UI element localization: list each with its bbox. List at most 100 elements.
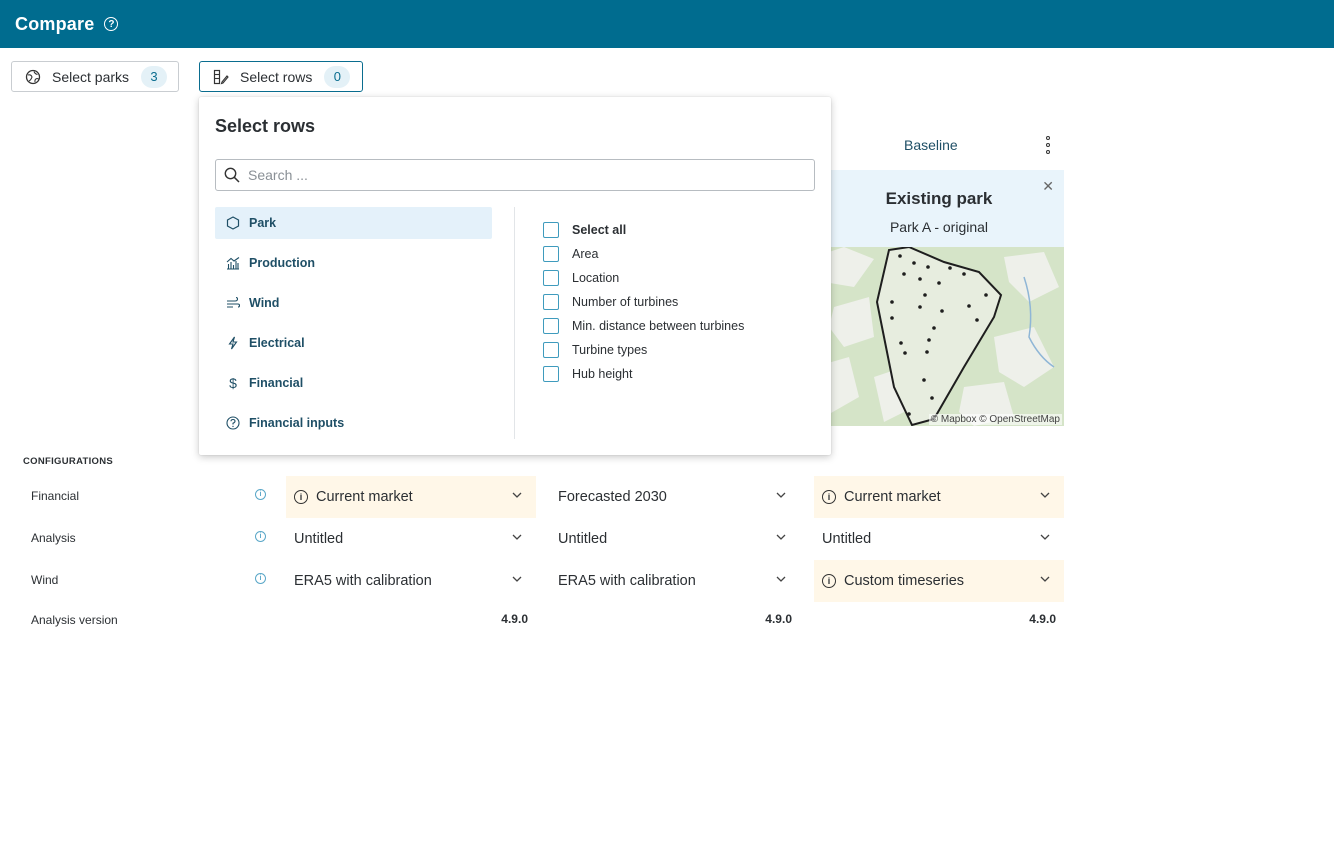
wind-icon: [226, 296, 240, 310]
category-financial[interactable]: $ Financial: [215, 367, 492, 399]
question-circle-icon: [226, 416, 240, 430]
category-label: Production: [249, 256, 315, 270]
financial-select-2[interactable]: Forecasted 2030: [550, 476, 800, 518]
analysis-select-3[interactable]: Untitled: [814, 518, 1064, 560]
search-input[interactable]: [248, 167, 788, 183]
select-value: Custom timeseries: [844, 573, 965, 589]
map-credit[interactable]: © Mapbox © OpenStreetMap: [928, 414, 1062, 425]
parks-count-badge: 3: [141, 65, 168, 88]
version-value: 4.9.0: [501, 612, 528, 626]
checkbox[interactable]: [543, 222, 559, 238]
row-label: Wind: [31, 573, 59, 587]
category-electrical[interactable]: Electrical: [215, 327, 492, 359]
analysis-select-1[interactable]: Untitled: [286, 518, 536, 560]
checkbox[interactable]: [543, 246, 559, 262]
chevron-down-icon: [512, 492, 522, 498]
popup-title: Select rows: [215, 116, 316, 136]
option-min-distance[interactable]: Min. distance between turbines: [543, 314, 744, 338]
rows-count-badge: 0: [324, 65, 351, 88]
chevron-down-icon: [1040, 534, 1050, 540]
select-parks-label: Select parks: [52, 68, 130, 85]
row-label: Financial: [31, 489, 80, 503]
wind-select-1[interactable]: ERA5 with calibration: [286, 560, 536, 602]
category-label: Wind: [249, 296, 280, 310]
globe-icon: [24, 68, 42, 86]
option-location[interactable]: Location: [543, 266, 744, 290]
config-row-wind: Wind i ERA5 with calibration ERA5 with c…: [0, 560, 1100, 602]
park-map[interactable]: © Mapbox © OpenStreetMap: [814, 247, 1064, 426]
option-label: Number of turbines: [572, 295, 679, 309]
chevron-down-icon: [776, 576, 786, 582]
checkbox[interactable]: [543, 270, 559, 286]
rows-edit-icon: [212, 68, 230, 86]
search-icon: [224, 167, 240, 183]
option-turbine-types[interactable]: Turbine types: [543, 338, 744, 362]
select-value: Current market: [844, 489, 941, 505]
question-circle-icon[interactable]: ?: [104, 17, 119, 31]
financial-select-1[interactable]: i Current market: [286, 476, 536, 518]
hexagon-icon: [226, 216, 240, 230]
park-subtitle: Park A - original: [889, 219, 989, 235]
more-options-icon[interactable]: [1045, 136, 1051, 154]
select-rows-button[interactable]: Select rows 0: [199, 61, 363, 92]
select-rows-popup: Select rows Park Production Wind Electri…: [199, 97, 831, 455]
category-production[interactable]: Production: [215, 247, 492, 279]
select-value: Current market: [316, 489, 413, 505]
version-value: 4.9.0: [765, 612, 792, 626]
option-label: Location: [572, 271, 620, 285]
option-number-of-turbines[interactable]: Number of turbines: [543, 290, 744, 314]
info-icon[interactable]: i: [255, 489, 266, 500]
financial-select-3[interactable]: i Current market: [814, 476, 1064, 518]
dollar-icon: $: [229, 375, 237, 391]
config-row-analysis: Analysis i Untitled Untitled Untitled: [0, 518, 1100, 560]
checkbox[interactable]: [543, 318, 559, 334]
info-icon: i: [822, 574, 836, 588]
info-icon[interactable]: i: [255, 531, 266, 542]
select-value: Forecasted 2030: [558, 489, 667, 505]
option-area[interactable]: Area: [543, 242, 744, 266]
category-financial-inputs[interactable]: Financial inputs: [215, 407, 492, 439]
category-label: Financial: [249, 376, 304, 390]
select-parks-button[interactable]: Select parks 3: [11, 61, 179, 92]
row-label: Analysis version: [31, 613, 118, 627]
park-name: Existing park: [885, 189, 993, 208]
option-label: Select all: [572, 223, 627, 237]
lightning-icon: [226, 336, 240, 350]
select-value: ERA5 with calibration: [558, 573, 696, 589]
option-select-all[interactable]: Select all: [543, 218, 744, 242]
select-value: Untitled: [294, 531, 344, 547]
select-rows-label: Select rows: [240, 68, 313, 85]
configurations-heading: CONFIGURATIONS: [23, 456, 114, 467]
chevron-down-icon: [512, 534, 522, 540]
park-card: ✕ Existing park Park A - original © Mapb…: [814, 170, 1064, 426]
checkbox[interactable]: [543, 366, 559, 382]
app-header: Compare ?: [0, 0, 1334, 48]
checkbox[interactable]: [543, 342, 559, 358]
category-label: Electrical: [249, 336, 305, 350]
category-wind[interactable]: Wind: [215, 287, 492, 319]
option-label: Area: [572, 247, 599, 261]
config-row-analysis-version: Analysis version 4.9.0 4.9.0 4.9.0: [0, 600, 1100, 642]
baseline-label: Baseline: [904, 137, 958, 153]
category-label: Park: [249, 216, 277, 230]
category-list: Park Production Wind Electrical $ Financ…: [215, 207, 492, 447]
chevron-down-icon: [1040, 492, 1050, 498]
chevron-down-icon: [512, 576, 522, 582]
wind-select-2[interactable]: ERA5 with calibration: [550, 560, 800, 602]
close-icon[interactable]: ✕: [1042, 178, 1054, 194]
checkbox[interactable]: [543, 294, 559, 310]
chevron-down-icon: [776, 492, 786, 498]
info-icon[interactable]: i: [255, 573, 266, 584]
page-title: Compare: [15, 13, 95, 34]
search-field[interactable]: [215, 159, 815, 191]
option-hub-height[interactable]: Hub height: [543, 362, 744, 386]
analysis-select-2[interactable]: Untitled: [550, 518, 800, 560]
info-icon: i: [294, 490, 308, 504]
category-park[interactable]: Park: [215, 207, 492, 239]
category-label: Financial inputs: [249, 416, 345, 430]
config-row-financial: Financial i i Current market Forecasted …: [0, 476, 1100, 518]
wind-select-3[interactable]: i Custom timeseries: [814, 560, 1064, 602]
row-label: Analysis: [31, 531, 76, 545]
chevron-down-icon: [1040, 576, 1050, 582]
bar-chart-icon: [226, 256, 240, 270]
